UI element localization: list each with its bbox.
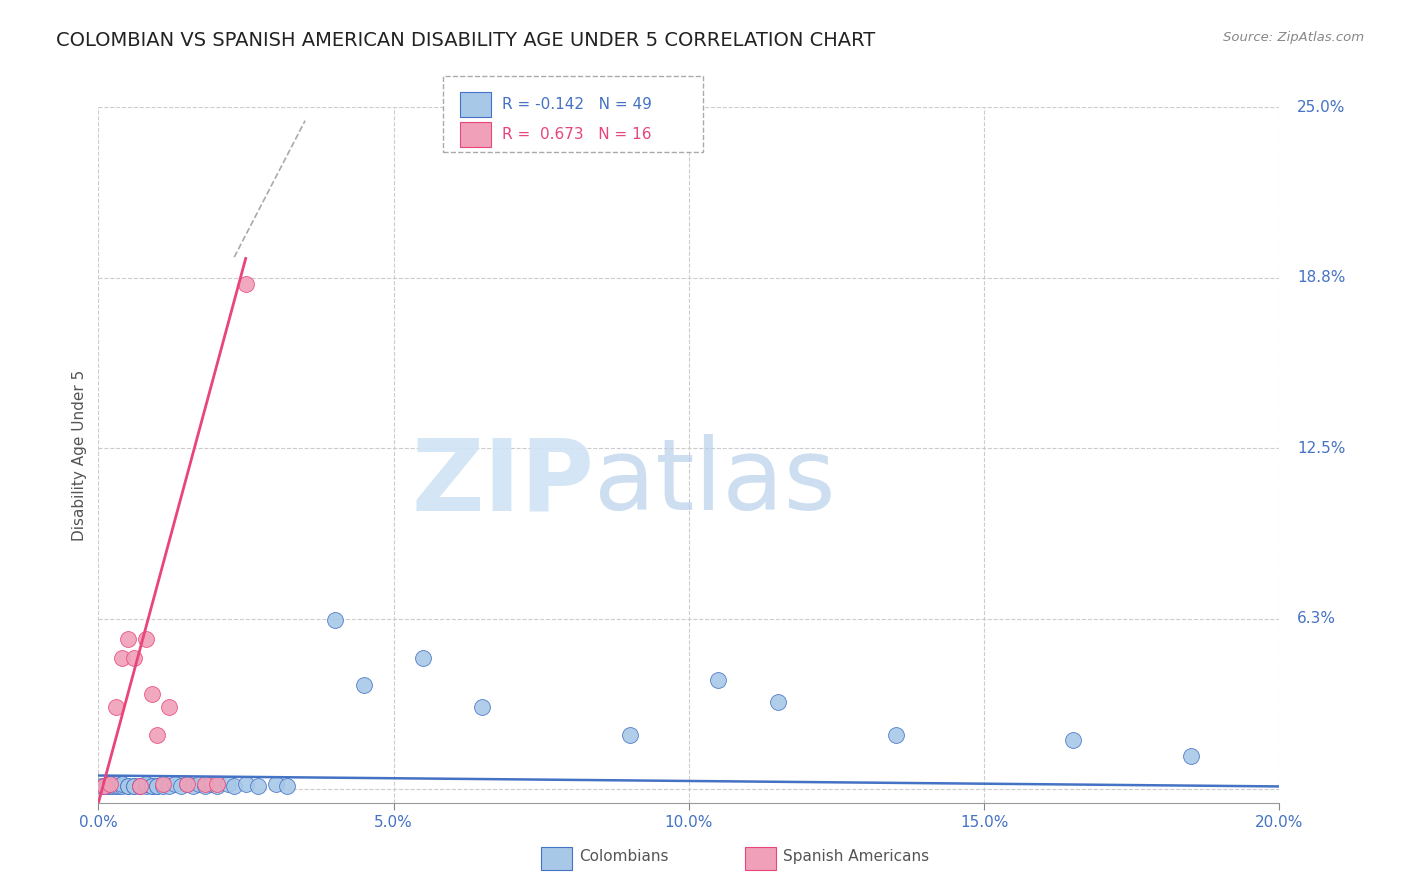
Point: [117, 632, 139, 646]
Text: 6.3%: 6.3%: [1298, 611, 1336, 626]
Point: [1180, 749, 1202, 764]
Point: [98, 777, 121, 791]
Point: [217, 777, 239, 791]
Point: [276, 780, 298, 794]
Point: [90, 780, 112, 794]
Point: [884, 728, 907, 742]
Point: [152, 777, 174, 791]
Point: [128, 780, 150, 794]
Point: [111, 780, 134, 794]
Point: [93, 780, 115, 794]
Point: [111, 777, 134, 791]
Text: Spanish Americans: Spanish Americans: [783, 849, 929, 863]
Point: [117, 780, 139, 794]
Point: [194, 780, 217, 794]
Point: [157, 700, 180, 714]
Point: [157, 780, 180, 794]
Point: [323, 613, 346, 627]
Text: 25.0%: 25.0%: [1298, 100, 1346, 114]
Point: [141, 780, 163, 794]
Point: [122, 780, 145, 794]
Text: COLOMBIAN VS SPANISH AMERICAN DISABILITY AGE UNDER 5 CORRELATION CHART: COLOMBIAN VS SPANISH AMERICAN DISABILITY…: [56, 31, 876, 50]
Point: [181, 780, 204, 794]
Point: [93, 780, 115, 794]
Text: R = -0.142   N = 49: R = -0.142 N = 49: [502, 96, 652, 112]
Point: [170, 780, 193, 794]
Point: [105, 777, 128, 791]
Point: [264, 777, 287, 791]
Point: [235, 277, 257, 292]
Point: [707, 673, 730, 687]
Text: Colombians: Colombians: [579, 849, 669, 863]
Point: [176, 777, 198, 791]
Point: [200, 777, 222, 791]
Point: [141, 687, 163, 701]
Text: 18.8%: 18.8%: [1298, 270, 1346, 285]
Point: [128, 780, 150, 794]
Point: [235, 777, 257, 791]
Text: Source: ZipAtlas.com: Source: ZipAtlas.com: [1223, 31, 1364, 45]
Point: [205, 777, 228, 791]
Point: [128, 780, 150, 794]
Point: [111, 651, 134, 665]
Point: [98, 780, 121, 794]
Point: [141, 780, 163, 794]
Point: [176, 777, 198, 791]
Point: [205, 780, 228, 794]
Point: [122, 651, 145, 665]
Point: [135, 632, 157, 646]
Point: [471, 700, 494, 714]
Point: [152, 780, 174, 794]
Text: R =  0.673   N = 16: R = 0.673 N = 16: [502, 127, 651, 142]
Point: [117, 780, 139, 794]
Y-axis label: Disability Age Under 5: Disability Age Under 5: [72, 369, 87, 541]
Point: [105, 780, 128, 794]
Point: [96, 780, 118, 794]
Point: [98, 777, 121, 791]
Point: [224, 780, 246, 794]
Point: [619, 728, 641, 742]
Point: [122, 780, 145, 794]
Point: [187, 777, 209, 791]
Point: [146, 780, 169, 794]
Point: [146, 728, 169, 742]
Text: ZIP: ZIP: [412, 434, 595, 532]
Text: 12.5%: 12.5%: [1298, 441, 1346, 456]
Point: [766, 695, 789, 709]
Point: [135, 780, 157, 794]
Point: [108, 780, 131, 794]
Point: [135, 777, 157, 791]
Point: [353, 678, 375, 692]
Point: [105, 700, 128, 714]
Point: [412, 651, 434, 665]
Text: atlas: atlas: [595, 434, 837, 532]
Point: [165, 777, 187, 791]
Point: [194, 777, 217, 791]
Point: [146, 780, 169, 794]
Point: [246, 780, 269, 794]
Point: [1062, 733, 1084, 747]
Point: [103, 780, 125, 794]
